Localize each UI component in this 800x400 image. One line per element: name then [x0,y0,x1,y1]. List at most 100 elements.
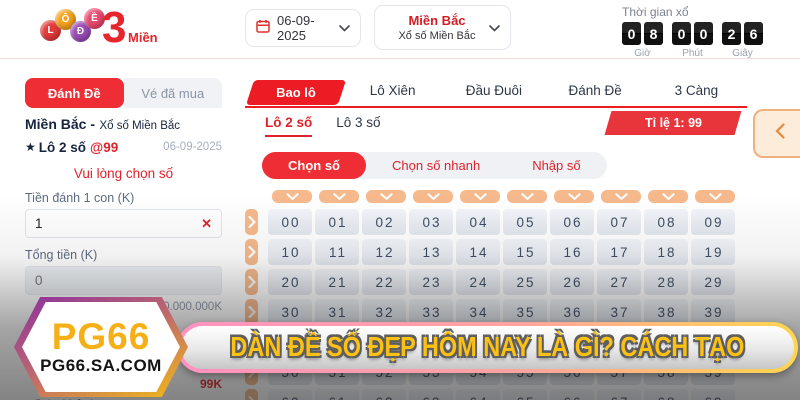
number-cell[interactable]: 16 [550,239,594,265]
number-cell[interactable]: 61 [315,389,359,400]
column-select-button[interactable] [648,190,688,203]
main-tab-label: Đánh Đề [568,82,622,98]
number-cell[interactable]: 65 [503,389,547,400]
number-cell[interactable]: 04 [456,209,500,235]
number-cell[interactable]: 29 [691,269,735,295]
number-cell[interactable]: 67 [597,389,641,400]
number-cell[interactable]: 17 [597,239,641,265]
number-cell[interactable]: 15 [503,239,547,265]
number-cell[interactable]: 10 [268,239,312,265]
number-cell[interactable]: 24 [456,269,500,295]
number-cell[interactable]: 66 [550,389,594,400]
row-select-button[interactable] [245,239,258,265]
timer-digit: 0 [672,22,691,45]
collapse-panel-button[interactable] [753,109,800,158]
number-cell[interactable]: 13 [409,239,453,265]
column-select-button[interactable] [319,190,359,203]
column-select-button[interactable] [507,190,547,203]
stake-label: Tiền đánh 1 con (K) [25,191,135,205]
clear-icon[interactable]: ✕ [201,215,212,231]
row-select-button[interactable] [245,389,258,400]
stake-input[interactable] [35,216,202,231]
timer-groups: 0 8 Giờ 0 0 Phút 2 6 Giây [622,22,763,59]
mode-pill[interactable]: Chọn số [262,152,366,179]
bet-date: 06-09-2025 [163,141,222,153]
number-cell[interactable]: 27 [597,269,641,295]
sidebar-tab-ve-da-mua[interactable]: Vé đã mua [123,78,222,108]
main-tab-label: Lô Xiên [369,82,416,98]
number-cell[interactable]: 28 [644,269,688,295]
main-tab[interactable]: Lô Xiên [342,83,443,102]
sidebar-tabs: Đánh Đề Vé đã mua [25,78,222,108]
column-select-button[interactable] [554,190,594,203]
total-input[interactable] [35,273,212,288]
column-select-button[interactable] [366,190,406,203]
number-cell[interactable]: 06 [550,209,594,235]
total-label: Tổng tiền (K) [25,248,98,262]
row-select-button[interactable] [245,209,258,235]
logo-ball-icon: Ề [84,8,105,29]
number-cell[interactable]: 63 [409,389,453,400]
timer-digit: 2 [722,22,741,45]
date-picker[interactable]: 06-09-2025 [245,9,361,47]
main-tab[interactable]: 3 Càng [646,83,747,102]
number-cell[interactable]: 19 [691,239,735,265]
number-cell[interactable]: 03 [409,209,453,235]
number-cell[interactable]: 00 [268,209,312,235]
sidebar-tab-danh-de[interactable]: Đánh Đề [25,78,124,108]
main-tab[interactable]: Đầu Đuôi [443,83,544,102]
column-select-button[interactable] [601,190,641,203]
subtab[interactable]: Lô 3 số [336,115,381,130]
number-cell[interactable]: 23 [409,269,453,295]
chevron-down-icon [489,19,500,37]
number-cell[interactable]: 14 [456,239,500,265]
timer-group: 0 0 Phút [672,22,713,59]
number-cell[interactable]: 01 [315,209,359,235]
watermark-badge: PG66 PG66.SA.COM [14,297,188,397]
calendar-icon [256,19,270,38]
timer-digit: 0 [622,22,641,45]
main-tab[interactable]: Bao lô [245,79,347,105]
main-tab-label: 3 Càng [674,82,719,98]
timer-digit: 6 [744,22,763,45]
number-cell[interactable]: 25 [503,269,547,295]
number-cell[interactable]: 18 [644,239,688,265]
subtab[interactable]: Lô 2 số [265,115,313,137]
mode-pill[interactable]: Nhập số [532,158,581,173]
grid-row: 20 21 22 23 24 25 26 27 28 29 [245,269,800,295]
column-select-button[interactable] [413,190,453,203]
region-picker[interactable]: Miền Bắc Xổ số Miền Bắc [374,5,511,50]
header-divider [0,58,800,59]
main-tab[interactable]: Đánh Đề [545,83,646,102]
number-cell[interactable]: 12 [362,239,406,265]
region-subtitle: Xổ số Miền Bắc [398,29,476,42]
total-field-wrap [25,266,222,295]
number-cell[interactable]: 05 [503,209,547,235]
grid-row: 00 01 02 03 04 05 06 07 08 09 [245,209,800,235]
sidebar-region-title: Miền Bắc - [25,116,96,132]
mode-pill[interactable]: Chọn số nhanh [392,158,481,173]
number-cell[interactable]: 64 [456,389,500,400]
number-cell[interactable]: 11 [315,239,359,265]
number-cell[interactable]: 21 [315,269,359,295]
logo-number: 3 [102,3,127,52]
number-cell[interactable]: 20 [268,269,312,295]
number-cell[interactable]: 09 [691,209,735,235]
column-select-button[interactable] [460,190,500,203]
region-title: Miền Bắc [408,12,466,28]
number-cell[interactable]: 08 [644,209,688,235]
star-icon: ★ [25,140,36,154]
column-select-button[interactable] [272,190,312,203]
number-cell[interactable]: 68 [644,389,688,400]
number-cell[interactable]: 26 [550,269,594,295]
number-cell[interactable]: 60 [268,389,312,400]
promo-banner[interactable]: DÀN ĐỀ SỐ ĐẸP HÔM NAY LÀ GÌ? CÁCH TẠO [177,322,798,373]
number-cell[interactable]: 69 [691,389,735,400]
number-cell[interactable]: 02 [362,209,406,235]
logo-suffix: Miền [128,30,158,45]
row-select-button[interactable] [245,269,258,295]
column-select-button[interactable] [695,190,735,203]
number-cell[interactable]: 07 [597,209,641,235]
number-cell[interactable]: 22 [362,269,406,295]
number-cell[interactable]: 62 [362,389,406,400]
